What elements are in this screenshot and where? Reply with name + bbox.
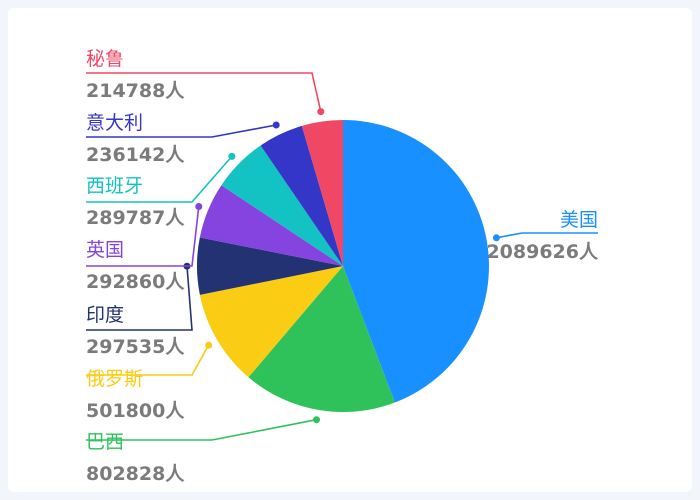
slice-label-name-india: 印度 [86,304,124,326]
leader-line-italy [86,124,277,138]
leader-line-us [496,232,598,239]
slice-label-name-us: 美国 [560,209,598,231]
slice-label-name-russia: 俄罗斯 [86,368,143,390]
leader-dot-brazil [313,416,320,424]
slice-label-name-uk: 英国 [86,239,124,261]
pie-slice-russia [199,266,343,378]
slice-label-name-brazil: 巴西 [86,431,124,453]
slice-label-value-india: 297535人 [86,336,185,358]
leader-dot-spain [228,152,236,160]
pie-slice-brazil [248,266,395,412]
leader-line-russia [86,344,210,376]
leader-line-spain [86,155,233,203]
slice-label-value-peru: 214788人 [86,80,185,102]
slice-label-name-italy: 意大利 [86,112,143,134]
leader-dot-russia [205,341,213,349]
leader-line-india [86,266,193,331]
leader-line-peru [86,72,322,112]
pie-slices [197,119,489,412]
leader-dot-us [492,234,500,242]
slice-label-value-brazil: 802828人 [86,463,185,485]
pie-slice-italy [260,125,343,266]
slice-label-value-uk: 292860人 [86,271,185,293]
slice-label-name-spain: 西班牙 [86,175,143,197]
pie-slice-india [197,237,343,295]
leader-dot-uk [195,203,203,210]
slice-label-value-russia: 501800人 [86,400,185,422]
slice-label-value-italy: 236142人 [86,144,185,166]
pie-slice-uk [199,185,343,266]
leader-dot-peru [317,108,325,116]
slice-label-name-peru: 秘鲁 [86,48,124,70]
slice-label-value-spain: 289787人 [86,207,185,229]
pie-slice-spain [221,145,343,266]
leader-dot-italy [272,121,280,129]
pie-slice-peru [301,119,343,266]
slice-label-value-us: 2089626人 [486,241,599,263]
pie-slice-us [343,120,489,403]
label-leader-lines [86,72,598,441]
leader-line-uk [86,206,200,267]
leader-line-brazil [86,418,317,441]
